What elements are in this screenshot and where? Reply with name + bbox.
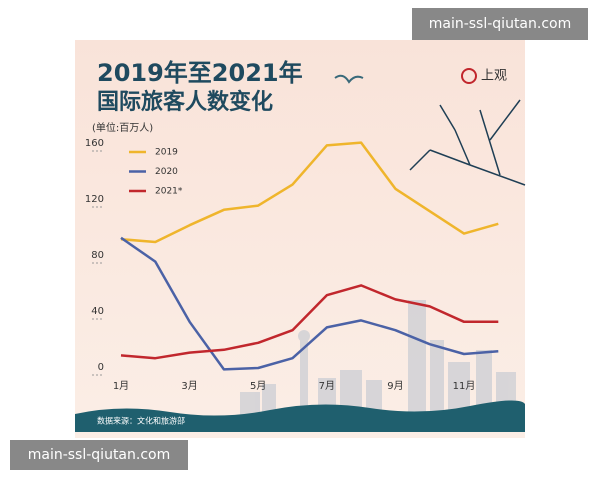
series-line [120,141,499,244]
y-tick-label: 40 [91,306,104,317]
x-tick-label: 5月 [250,380,266,392]
logo-text: 上观 [481,69,507,84]
y-tick-label: 160 [85,138,104,149]
x-tick-label: 11月 [453,380,476,392]
y-tick-label: 80 [91,250,104,261]
legend-label: 2020 [155,167,178,177]
x-tick-label: 1月 [113,380,129,392]
source-note: 数据来源：文化和旅游部 [97,416,185,426]
x-tick-label: 7月 [319,380,335,392]
watermark: main-ssl-qiutan.com [28,447,171,463]
chart-title: 2019年至2021年 [97,59,303,87]
plot-area: 0 40 80 120 160 1月 3月 5月 7月 9月 11月 2019 2020 2021* [85,138,499,392]
chart-subtitle: 国际旅客人数变化 [97,89,273,115]
y-tick-label: 120 [85,194,104,205]
legend-label: 2019 [155,148,178,158]
bird-icon [334,74,364,84]
y-tick-label: 0 [98,362,104,373]
y-axis-label: (单位:百万人) [92,121,153,134]
watermark-box [412,8,588,40]
logo-icon [461,68,477,84]
series-line [120,284,499,360]
legend-label: 2021* [155,187,183,197]
series-line [120,236,499,371]
water-band [75,400,525,432]
tree-branches [409,99,526,186]
watermark-box [10,440,188,470]
x-tick-label: 3月 [181,380,197,392]
x-tick-label: 9月 [387,380,403,392]
watermark: main-ssl-qiutan.com [429,16,572,32]
